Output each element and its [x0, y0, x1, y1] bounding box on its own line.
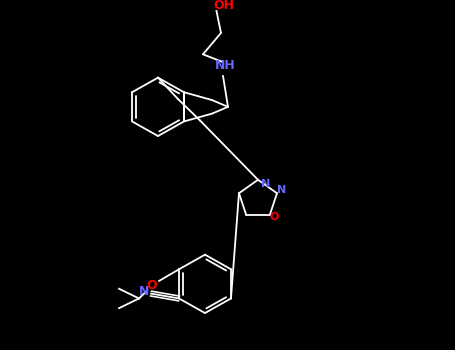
Text: OH: OH — [213, 0, 234, 12]
Text: N: N — [261, 179, 271, 189]
Text: NH: NH — [215, 60, 235, 72]
Text: N: N — [139, 285, 149, 298]
Text: N: N — [278, 185, 287, 195]
Text: O: O — [269, 212, 278, 222]
Text: O: O — [147, 279, 157, 292]
